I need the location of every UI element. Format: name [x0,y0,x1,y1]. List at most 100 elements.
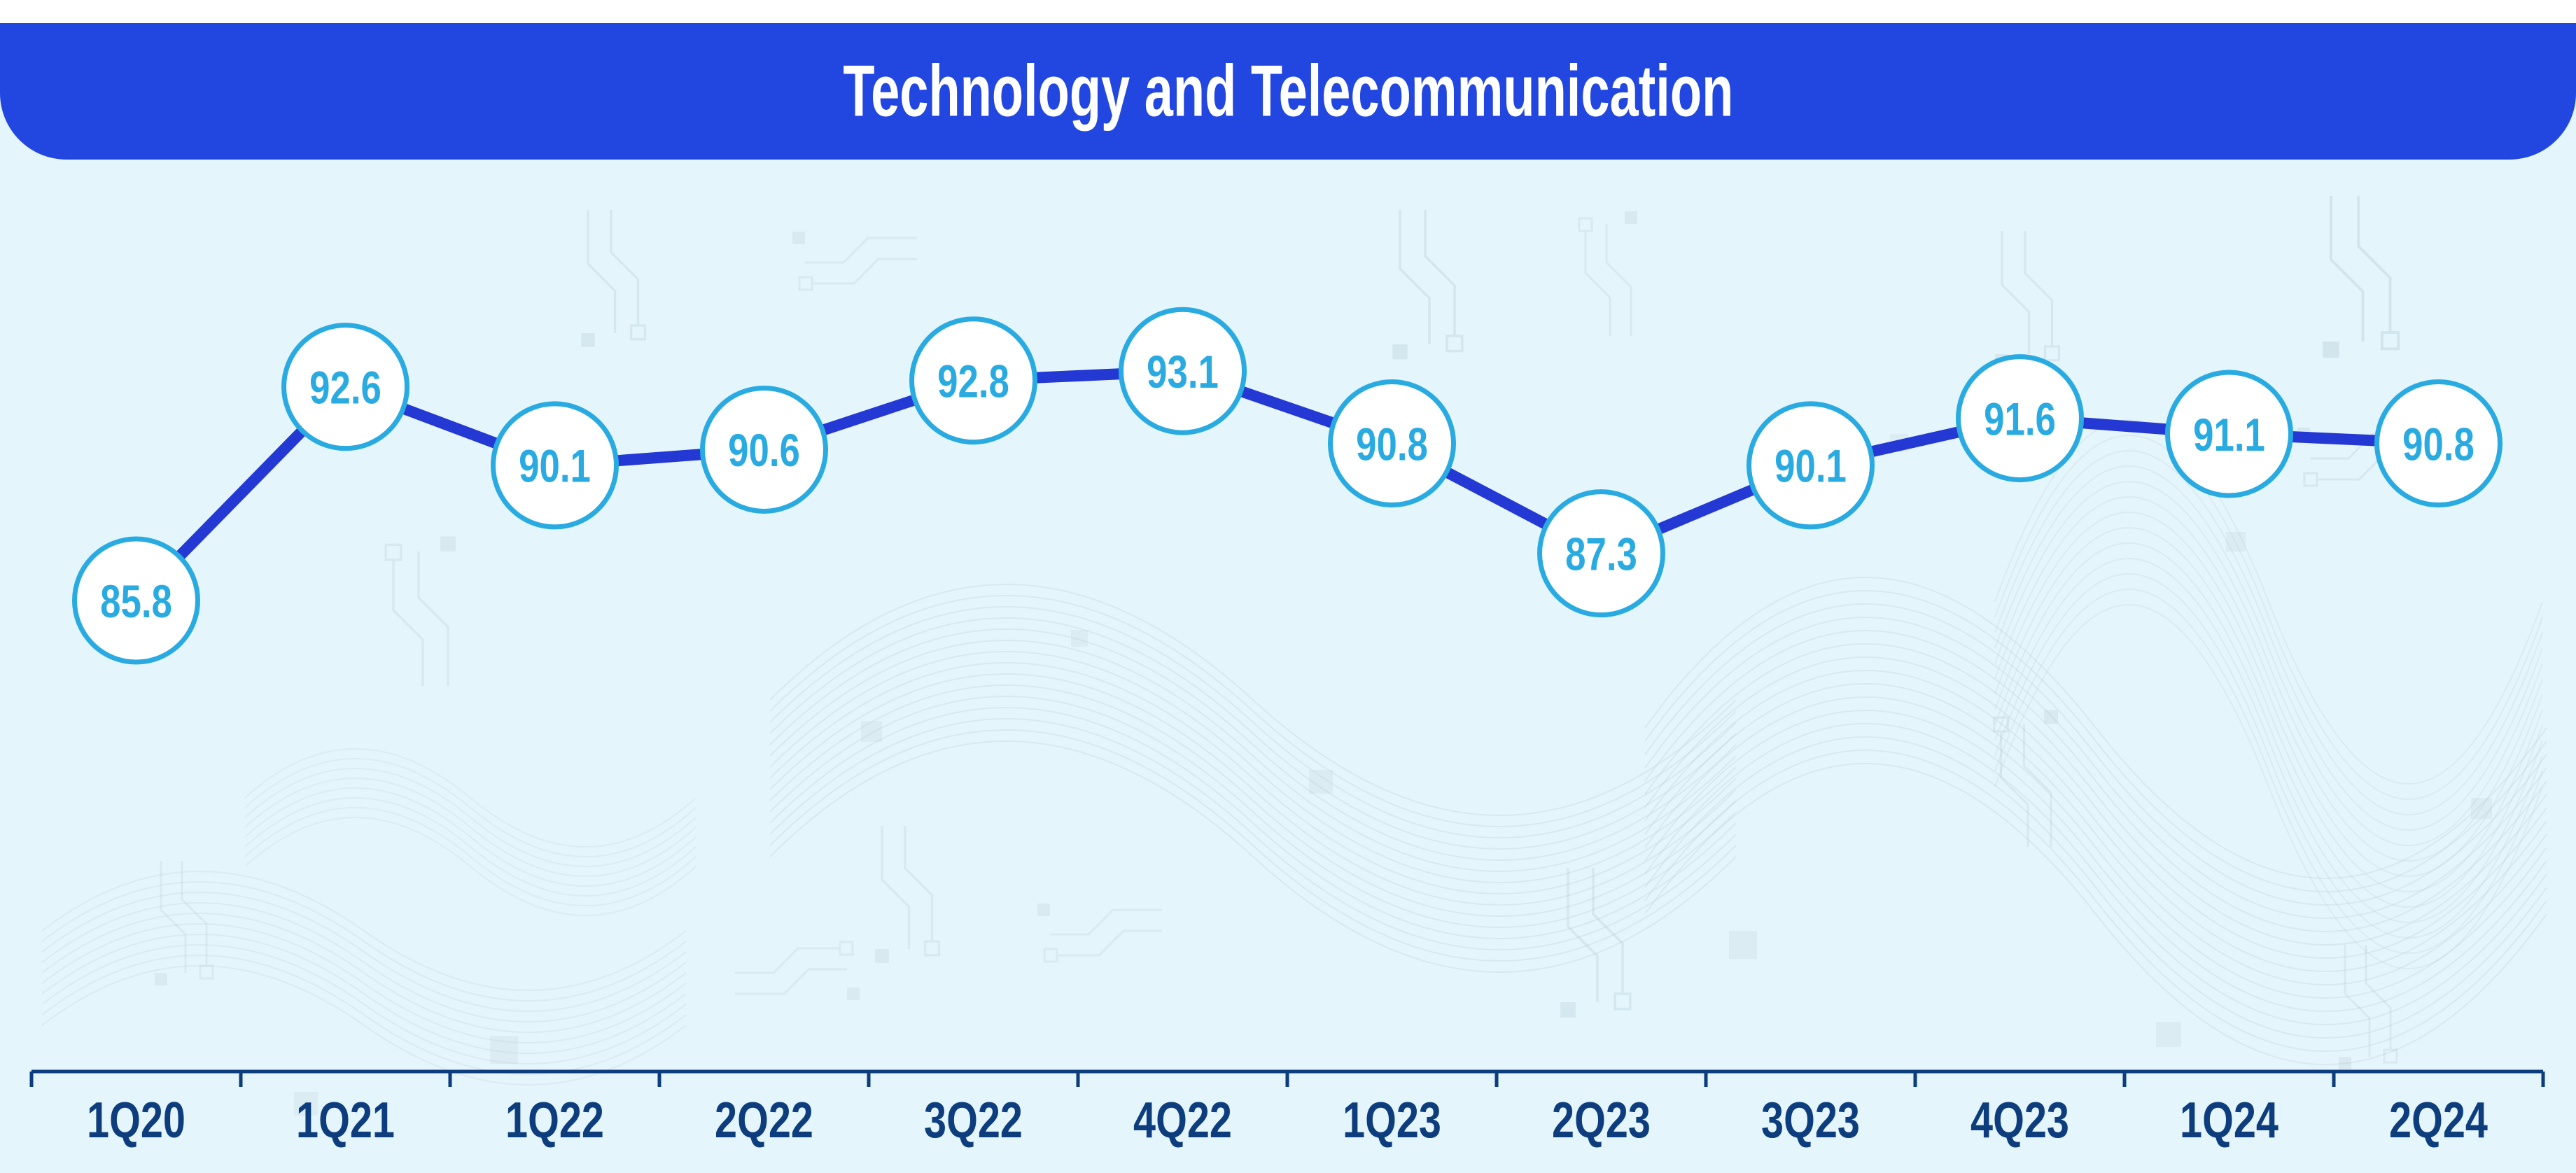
decor-circuit-node [2044,710,2058,724]
data-point-value: 90.1 [519,440,591,492]
decor-circuit-line [735,968,847,995]
decor-circuit-line [2365,945,2392,1050]
decor-wave [1644,696,2547,999]
decor-circuit-node [440,536,456,552]
decor-wave [244,817,696,916]
decor-wave [769,662,1737,894]
data-point-value: 90.1 [1774,440,1847,492]
decor-circuit-line [1567,868,1599,1003]
decor-circuit-node [923,940,941,957]
decor-wave [769,729,1737,962]
decor-wave [1994,558,2543,923]
title-banner: Technology and Telecommunication [0,23,2576,160]
decor-circuit-node [384,543,402,561]
data-point-marker [491,401,619,530]
decor-wave [769,651,1737,883]
data-point-value: 90.8 [1356,419,1428,470]
decor-circuit-node [2383,1048,2398,1064]
decor-circuit-node [629,324,647,341]
decor-circuit-line [1605,224,1632,336]
decor-wave [1994,419,2543,785]
decor-circuit-node [1043,948,1058,963]
decor-circuit [155,861,214,985]
decor-wave [769,606,1737,838]
decor-wave [1644,723,2547,1025]
decor-wave [41,934,687,1054]
decor-wave [1994,542,2543,908]
data-point-marker [1328,379,1456,507]
data-point-value: 92.8 [937,356,1009,407]
decor-circuit-line [2330,196,2365,342]
decor-wave [1644,683,2547,985]
decor-wave [244,768,696,867]
decor-circuit-node [2380,331,2400,351]
data-point-marker [72,536,200,665]
decor-circuit-line [2344,945,2371,1057]
decor-circuit [384,536,456,686]
data-point-value: 85.8 [100,575,172,627]
decor-circuit-line [2357,196,2392,332]
decor-wave [244,797,696,897]
decor-circuit-line [160,861,187,973]
decor-wave [41,892,687,1012]
decor-wave [41,913,687,1033]
x-axis-label: 3Q22 [924,1092,1023,1149]
data-point-value: 90.6 [728,425,800,477]
x-axis: 1Q20 1Q21 1Q22 2Q22 3Q22 4Q22 1Q23 2Q23 3Q23 4Q23… [29,1069,2545,1149]
decor-wave [1644,617,2547,919]
decor-circuit-line [812,258,917,285]
decor-circuit-node [1446,335,1464,353]
decor-wave [769,595,1737,827]
decor-square [861,721,882,742]
decor-wave [41,944,687,1065]
decor-circuit [1560,868,1632,1018]
decor-circuit [1578,211,1637,336]
x-axis-label: 2Q23 [1552,1092,1651,1149]
decor-circuit-node [1578,217,1593,232]
decor-wave [1644,670,2547,972]
decor-circuit-node [1992,716,2010,733]
decor-wave [41,923,687,1044]
decor-circuit-node [581,333,595,347]
decor-circuit-node [839,941,854,956]
decor-square [1071,630,1088,647]
decor-circuit-node [1625,211,1637,224]
decor-wave [244,807,696,906]
decor-wave [769,696,1737,928]
decor-circuit [1392,210,1464,360]
data-point-value: 92.6 [309,362,382,414]
background-pattern [41,196,2547,1116]
decor-wave [769,707,1737,939]
decor-wave [769,740,1737,973]
x-axis-label: 1Q20 [87,1092,186,1149]
decor-circuit-line [587,210,617,334]
decor-circuit [792,232,917,291]
data-point-marker [700,385,828,514]
decor-wave [769,628,1737,861]
decor-circuit-node [1614,992,1632,1011]
decor-circuit-node [155,973,167,985]
decor-square [2226,532,2246,552]
decor-circuit [2339,945,2398,1069]
decor-circuit-node [2323,342,2339,358]
data-point-marker [281,323,410,451]
decor-wave [1994,465,2543,831]
decor-wave [1994,512,2543,877]
decor-circuit-line [1999,731,2029,847]
decor-wave [1994,589,2543,954]
decor-wave [244,778,696,877]
data-point-value: 91.1 [2193,409,2265,461]
chart-background [0,77,2576,1173]
decor-circuit [2323,196,2400,358]
x-axis-label: 1Q21 [296,1092,395,1149]
decor-circuit-line [181,861,208,966]
decor-circuit-node [2303,472,2318,487]
decor-wave [1644,603,2547,906]
x-axis-label: 3Q23 [1761,1092,1860,1149]
decor-wave [1644,577,2547,879]
decor-circuit-node [875,949,889,963]
decor-wave [769,617,1737,850]
data-point-value: 93.1 [1147,346,1219,398]
